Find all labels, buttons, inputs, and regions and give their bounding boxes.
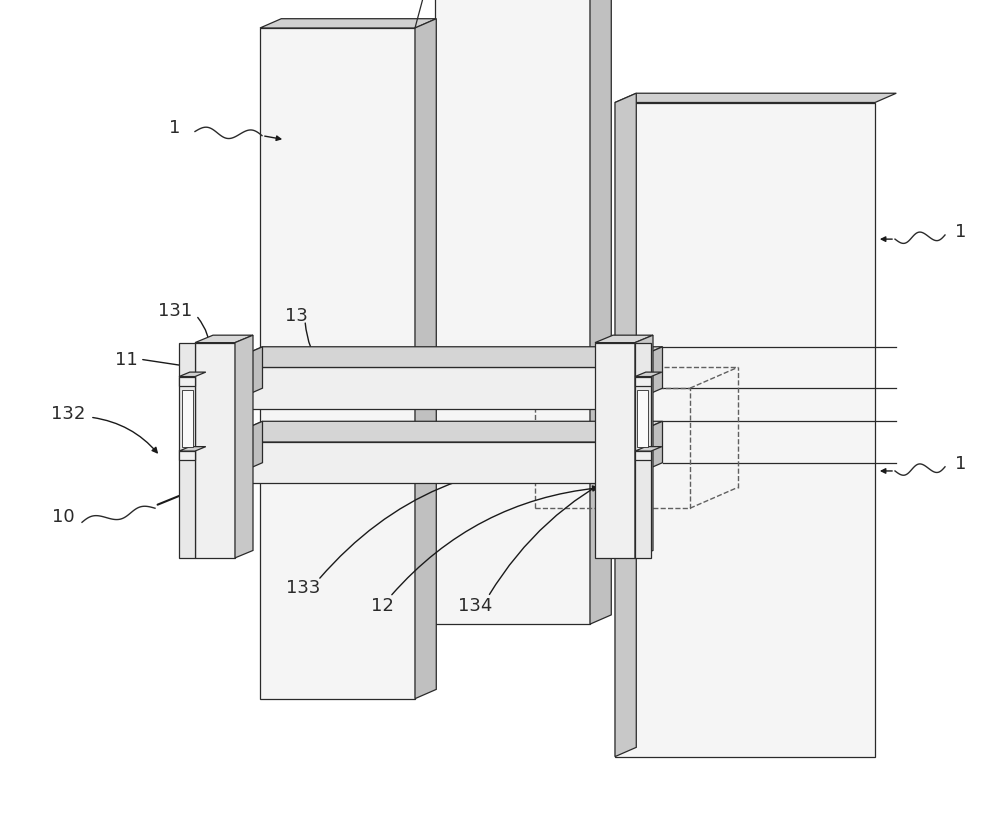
Polygon shape [435, 0, 590, 624]
Polygon shape [615, 422, 662, 484]
Polygon shape [182, 390, 193, 447]
Polygon shape [615, 103, 875, 757]
Text: 134: 134 [458, 596, 492, 614]
Polygon shape [635, 377, 651, 386]
Polygon shape [615, 94, 896, 103]
Polygon shape [260, 20, 436, 29]
Polygon shape [215, 442, 615, 484]
Polygon shape [179, 452, 195, 461]
Polygon shape [415, 20, 436, 699]
Text: 1: 1 [169, 119, 181, 137]
Polygon shape [635, 336, 653, 558]
Text: 11: 11 [115, 351, 138, 369]
Polygon shape [179, 343, 195, 558]
Text: 13: 13 [285, 307, 308, 325]
Polygon shape [635, 452, 651, 461]
Text: 1: 1 [955, 222, 966, 241]
Polygon shape [179, 373, 206, 377]
Polygon shape [590, 0, 611, 624]
Polygon shape [215, 347, 262, 409]
Polygon shape [260, 29, 415, 699]
Text: 10: 10 [52, 508, 75, 526]
Polygon shape [635, 447, 662, 452]
Polygon shape [195, 336, 253, 343]
Text: 12: 12 [371, 596, 393, 614]
Text: 1: 1 [955, 454, 966, 472]
Polygon shape [179, 377, 195, 386]
Polygon shape [215, 422, 262, 484]
Polygon shape [635, 343, 651, 558]
Polygon shape [195, 343, 235, 558]
Polygon shape [235, 336, 253, 558]
Polygon shape [635, 373, 662, 377]
Text: 131: 131 [158, 301, 192, 319]
Polygon shape [595, 343, 635, 558]
Polygon shape [179, 447, 206, 452]
Polygon shape [615, 94, 636, 757]
Text: 132: 132 [51, 404, 85, 423]
Text: 133: 133 [286, 578, 320, 596]
Polygon shape [215, 347, 662, 368]
Polygon shape [215, 368, 615, 409]
Polygon shape [595, 336, 653, 343]
Polygon shape [637, 390, 648, 447]
Polygon shape [215, 422, 662, 442]
Polygon shape [615, 347, 662, 409]
